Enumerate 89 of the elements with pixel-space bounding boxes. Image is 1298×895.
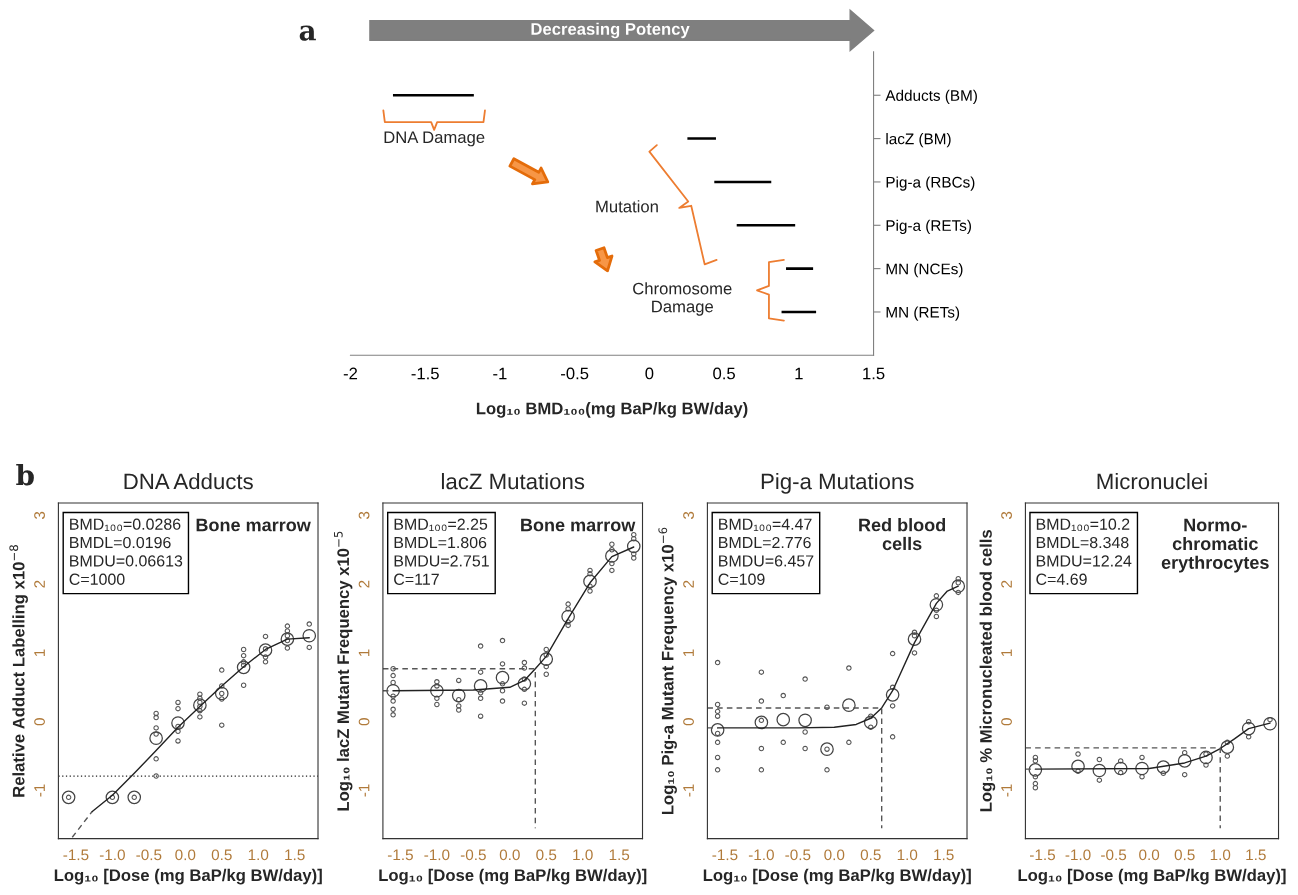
x-tick-label: -0.5 bbox=[785, 849, 811, 861]
x-axis-title: Log₁₀ [Dose (mg BaP/kg BW/day)] bbox=[1018, 868, 1286, 885]
y-tick-label: 0 bbox=[1001, 718, 1012, 726]
y-tick-label: 1 bbox=[358, 649, 370, 656]
x-tick-label: -1.5 bbox=[387, 849, 413, 861]
y-tick-label: 2 bbox=[1001, 580, 1012, 588]
y-tick-label: -1 bbox=[358, 784, 370, 797]
x-tick-label: 0.0 bbox=[499, 849, 520, 861]
x-tick-label: -1.5 bbox=[1030, 849, 1056, 861]
annotation: Normo- chromatic erythrocytes bbox=[1161, 518, 1269, 573]
x-tick-label: 1.5 bbox=[934, 849, 954, 861]
annotation: DNA Damage bbox=[384, 131, 485, 147]
x-tick-label: -0.5 bbox=[1101, 849, 1127, 861]
x-axis-title: Log₁₀ [Dose (mg BaP/kg BW/day)] bbox=[703, 868, 971, 885]
y-tick-label: 1 bbox=[1001, 649, 1012, 656]
x-tick-label: 1.0 bbox=[248, 849, 269, 861]
x-tick-label: -2 bbox=[343, 367, 358, 380]
x-tick-label: 1.0 bbox=[897, 849, 918, 861]
y-axis-title: Log₁₀ lacZ Mutant Frequency x10$^{−5}$ bbox=[334, 531, 353, 811]
y-tick-label: Pig-a (RETs) bbox=[886, 219, 971, 234]
y-tick-label: 2 bbox=[358, 580, 370, 588]
x-tick-label: 0.5 bbox=[1174, 849, 1195, 861]
y-tick-label: MN (NCEs) bbox=[886, 263, 963, 278]
y-tick-label: -1 bbox=[1001, 784, 1012, 797]
y-tick-label: 1 bbox=[34, 649, 45, 656]
x-axis-title: Log₁₀ [Dose (mg BaP/kg BW/day)] bbox=[54, 868, 322, 885]
text: Decreasing Potency bbox=[531, 22, 690, 39]
x-tick-label: -1.0 bbox=[1065, 849, 1091, 861]
annotation: BMD₁₀₀=4.47 BMDL=2.776 BMDU=6.457 C=109 bbox=[718, 518, 814, 585]
x-tick-label: -1.5 bbox=[411, 367, 439, 380]
x-tick-label: 1.5 bbox=[285, 849, 305, 861]
y-tick-label: 0 bbox=[34, 718, 45, 726]
x-tick-label: -1.0 bbox=[99, 849, 125, 861]
annotation: BMD₁₀₀=0.0286 BMDL=0.0196 BMDU=0.06613 C=1000 bbox=[69, 518, 183, 585]
y-tick-label: Adducts (BM) bbox=[885, 89, 977, 104]
annotation: BMD₁₀₀=10.2 BMDL=8.348 BMDU=12.24 C=4.69 bbox=[1036, 518, 1132, 585]
y-tick-label: 0 bbox=[683, 718, 694, 726]
x-tick-label: 1 bbox=[795, 367, 803, 380]
annotation: BMD₁₀₀=2.25 BMDL=1.806 BMDU=2.751 C=117 bbox=[394, 518, 489, 585]
x-tick-label: 1.0 bbox=[1210, 849, 1231, 861]
y-axis-title: Relative Adduct Labelling x10$^{−8}$ bbox=[9, 545, 28, 797]
y-axis-title: Log₁₀ % Micronucleated blood cells bbox=[979, 530, 996, 812]
y-tick-label: 3 bbox=[683, 511, 694, 520]
y-tick-label: Pig-a (RBCs) bbox=[886, 176, 975, 191]
y-tick-label: 0 bbox=[358, 718, 370, 726]
x-tick-label: 0 bbox=[645, 367, 654, 380]
x-tick-label: -1 bbox=[493, 367, 507, 380]
y-tick-label: 2 bbox=[34, 580, 45, 588]
x-tick-label: 0.5 bbox=[860, 849, 881, 861]
y-tick-label: 3 bbox=[34, 511, 45, 520]
y-tick-label: 2 bbox=[683, 580, 694, 588]
y-tick-label: -1 bbox=[683, 784, 694, 797]
y-tick-label: 1 bbox=[683, 649, 694, 656]
chart-title: lacZ Mutations bbox=[441, 473, 585, 490]
x-tick-label: -1.0 bbox=[748, 849, 774, 861]
x-tick-label: 0.0 bbox=[175, 849, 196, 861]
x-axis-title: Log₁₀ [Dose (mg BaP/kg BW/day)] bbox=[379, 868, 647, 885]
x-tick-label: -0.5 bbox=[136, 849, 162, 861]
annotation: Bone marrow bbox=[196, 518, 311, 532]
x-tick-label: -1.5 bbox=[63, 849, 89, 861]
x-tick-label: 1.0 bbox=[573, 849, 593, 861]
x-axis-title: Log₁₀ BMD₁₀₀(mg BaP/kg BW/day) bbox=[476, 402, 748, 418]
x-tick-label: 0.5 bbox=[211, 849, 232, 861]
text: b bbox=[16, 463, 34, 486]
x-tick-label: -1.5 bbox=[712, 849, 738, 861]
x-tick-label: 1.5 bbox=[1246, 849, 1266, 861]
x-tick-label: 0.0 bbox=[824, 849, 845, 861]
x-tick-label: 1.5 bbox=[863, 367, 885, 380]
x-tick-label: 0.5 bbox=[536, 849, 557, 861]
y-tick-label: 3 bbox=[358, 511, 370, 520]
y-tick-label: lacZ (BM) bbox=[886, 133, 951, 148]
chart-title: a bbox=[299, 25, 316, 41]
annotation: Bone marrow bbox=[521, 518, 636, 532]
chart-title: Micronuclei bbox=[1097, 473, 1207, 490]
annotation: Mutation bbox=[596, 200, 658, 213]
chart-title: DNA Adducts bbox=[124, 473, 253, 490]
y-tick-label: MN (RETs) bbox=[886, 306, 960, 321]
y-axis-title: Log₁₀ Pig-a Mutant Frequency x10$^{−6}$ bbox=[658, 527, 677, 815]
chart-title: Pig-a Mutations bbox=[761, 473, 914, 494]
annotation: Chromosome Damage bbox=[633, 282, 732, 316]
y-tick-label: -1 bbox=[34, 784, 45, 797]
y-tick-label: 3 bbox=[1001, 511, 1012, 520]
x-tick-label: 0.0 bbox=[1139, 849, 1160, 861]
x-tick-label: 1.5 bbox=[609, 849, 630, 861]
x-tick-label: 0.5 bbox=[713, 367, 735, 380]
annotation: Red blood cells bbox=[859, 518, 946, 551]
x-tick-label: -0.5 bbox=[561, 367, 589, 380]
x-tick-label: -1.0 bbox=[424, 849, 450, 861]
x-tick-label: -0.5 bbox=[460, 849, 486, 861]
